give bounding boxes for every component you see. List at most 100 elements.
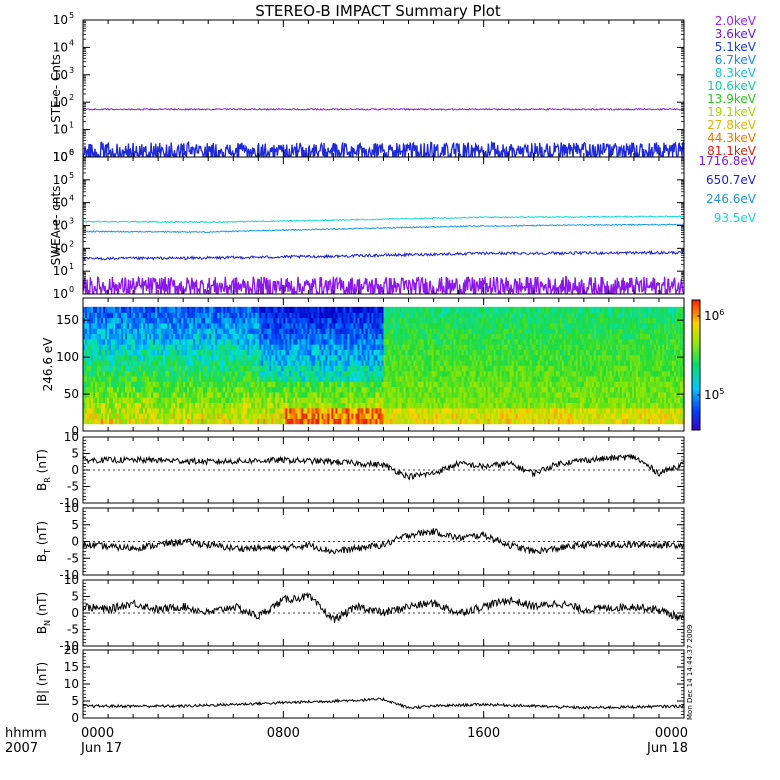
- legend-entry: 650.7eV: [706, 173, 757, 187]
- heatmap-cell: [219, 418, 222, 425]
- heatmap-cell: [155, 402, 158, 409]
- heatmap-cell: [119, 407, 122, 414]
- heatmap-cell: [503, 418, 507, 425]
- heatmap-cell: [387, 397, 391, 403]
- heatmap-cell: [497, 397, 501, 403]
- heatmap-cell: [153, 412, 156, 419]
- heatmap-cell: [295, 306, 298, 313]
- heatmap-cell: [209, 365, 212, 372]
- heatmap-cell: [89, 397, 92, 403]
- heatmap-cell: [219, 328, 222, 334]
- heatmap-cell: [203, 397, 206, 403]
- heatmap-cell: [145, 333, 148, 340]
- heatmap-cell: [155, 328, 158, 334]
- heatmap-cell: [159, 397, 162, 403]
- heatmap-cell: [419, 333, 423, 340]
- heatmap-cell: [199, 333, 202, 340]
- heatmap-cell: [143, 322, 146, 329]
- heatmap-cell: [113, 322, 116, 329]
- heatmap-cell: [305, 333, 308, 340]
- heatmap-cell: [467, 312, 471, 319]
- heatmap-cell: [159, 418, 162, 425]
- heatmap-cell: [467, 375, 471, 382]
- heatmap-cell: [329, 418, 333, 425]
- heatmap-cell: [315, 306, 318, 313]
- heatmap-cell: [457, 391, 461, 398]
- heatmap-cell: [181, 349, 184, 356]
- heatmap-cell: [149, 391, 152, 398]
- heatmap-cell: [315, 328, 318, 334]
- heatmap-cell: [189, 338, 192, 345]
- heatmap-cell: [297, 418, 300, 425]
- heatmap-cell: [447, 344, 451, 350]
- heatmap-cell: [247, 328, 250, 334]
- heatmap-cell: [461, 365, 465, 372]
- heatmap-cell: [265, 312, 268, 319]
- heatmap-cell: [343, 317, 347, 324]
- heatmap-cell: [493, 338, 497, 345]
- heatmap-cell: [185, 381, 188, 388]
- heatmap-cell: [165, 359, 168, 366]
- heatmap-cell: [105, 412, 108, 419]
- heatmap-cell: [219, 333, 222, 340]
- heatmap-cell: [305, 359, 308, 366]
- heatmap-cell: [345, 370, 349, 377]
- heatmap-cell: [107, 306, 110, 313]
- heatmap-cell: [353, 349, 357, 356]
- heatmap-cell: [441, 402, 445, 409]
- heatmap-cell: [355, 354, 359, 361]
- heatmap-cell: [261, 354, 264, 361]
- heatmap-cell: [109, 407, 112, 414]
- heatmap-cell: [183, 407, 186, 414]
- heatmap-cell: [245, 306, 248, 313]
- heatmap-cell: [365, 317, 369, 324]
- heatmap-cell: [253, 365, 256, 372]
- heatmap-cell: [257, 397, 260, 403]
- heatmap-cell: [393, 391, 397, 398]
- heatmap-cell: [249, 397, 252, 403]
- heatmap-cell: [293, 402, 296, 409]
- heatmap-cell: [349, 412, 353, 419]
- heatmap-cell: [335, 412, 339, 419]
- heatmap-cell: [83, 359, 86, 366]
- heatmap-cell: [297, 344, 300, 350]
- heatmap-cell: [357, 359, 361, 366]
- heatmap-cell: [429, 328, 433, 334]
- heatmap-cell: [311, 397, 314, 403]
- heatmap-cell: [227, 322, 230, 329]
- heatmap-cell: [191, 418, 194, 425]
- heatmap-cell: [387, 375, 391, 382]
- heatmap-cell: [337, 365, 341, 372]
- heatmap-cell: [217, 418, 220, 425]
- heatmap-cell: [201, 312, 204, 319]
- heatmap-cell: [433, 322, 437, 329]
- heatmap-cell: [389, 349, 393, 356]
- heatmap-cell: [85, 365, 88, 372]
- heatmap-cell: [365, 338, 369, 345]
- heatmap-cell: [91, 328, 94, 334]
- heatmap-cell: [433, 407, 437, 414]
- heatmap-cell: [217, 306, 220, 313]
- heatmap-cell: [125, 402, 128, 409]
- heatmap-cell: [395, 412, 399, 419]
- heatmap-cell: [411, 322, 415, 329]
- heatmap-cell: [247, 359, 250, 366]
- heatmap-cell: [91, 397, 94, 403]
- heatmap-cell: [363, 397, 367, 403]
- heatmap-cell: [423, 391, 427, 398]
- heatmap-cell: [337, 402, 341, 409]
- heatmap-cell: [493, 397, 497, 403]
- heatmap-cell: [137, 412, 140, 419]
- heatmap-cell: [369, 306, 373, 313]
- heatmap-cell: [259, 370, 262, 377]
- heatmap-cell: [461, 370, 465, 377]
- heatmap-cell: [351, 365, 355, 372]
- heatmap-cell: [491, 338, 495, 345]
- heatmap-cell: [227, 354, 230, 361]
- heatmap-cell: [99, 402, 102, 409]
- heatmap-cell: [431, 381, 435, 388]
- heatmap-cell: [197, 365, 200, 372]
- heatmap-cell: [241, 322, 244, 329]
- heatmap-cell: [339, 397, 343, 403]
- heatmap-cell: [355, 402, 359, 409]
